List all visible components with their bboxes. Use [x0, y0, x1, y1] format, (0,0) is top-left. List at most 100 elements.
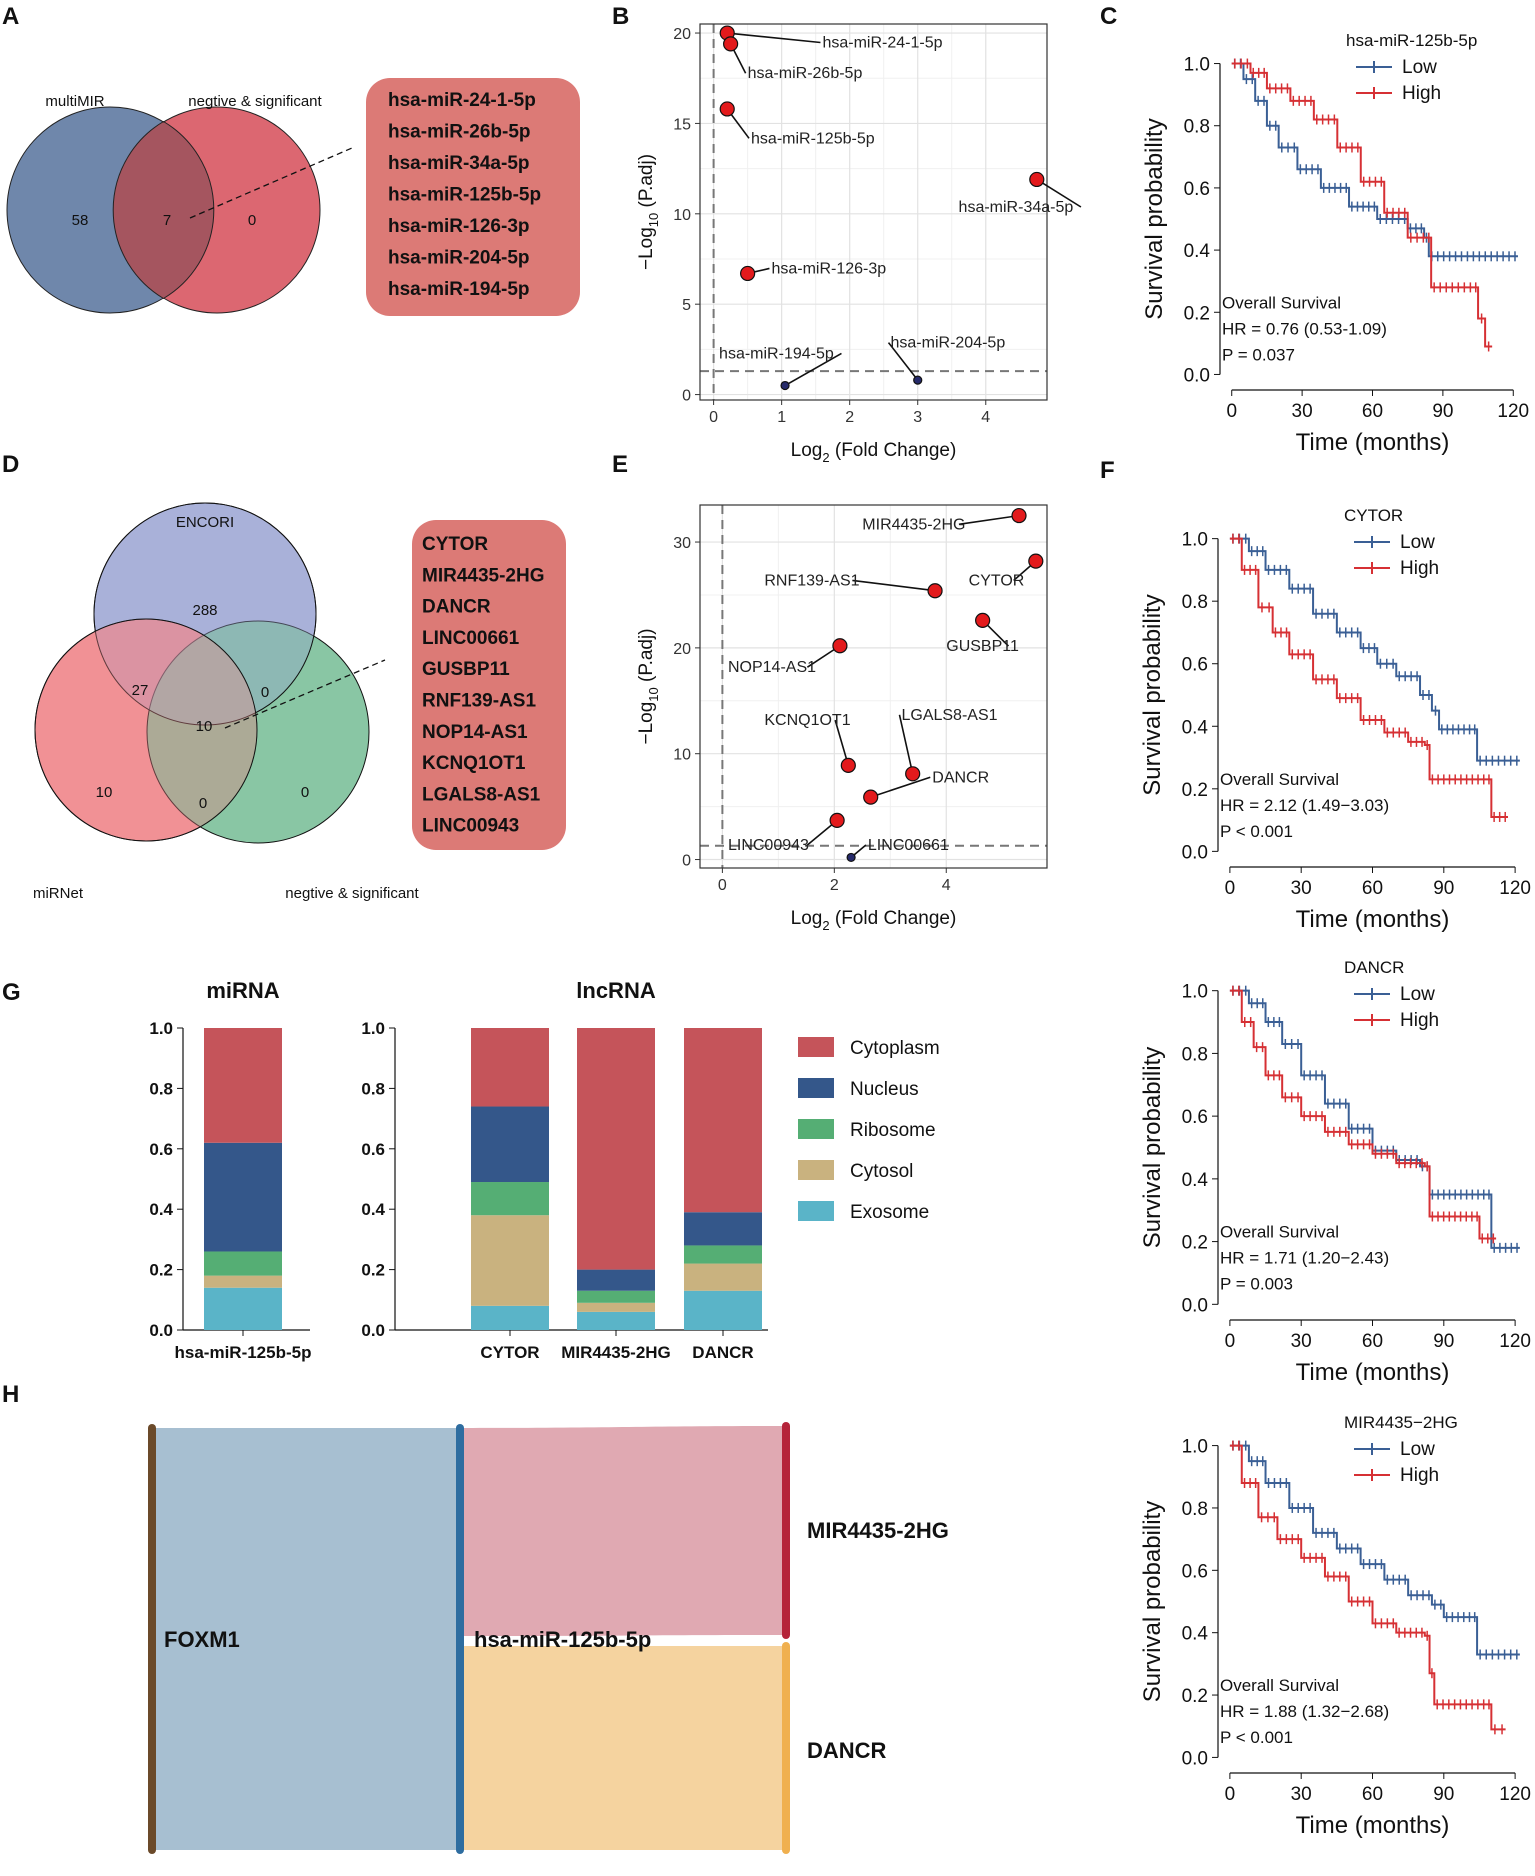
venn-a-overlap-count: 7	[163, 212, 171, 229]
bar-segment-nucleus	[204, 1142, 282, 1252]
point-label: CYTOR	[969, 572, 1025, 589]
legend-title: DANCR	[1344, 958, 1404, 977]
panel-label-g: G	[2, 979, 21, 1006]
tick-label-x: 90	[1433, 878, 1454, 899]
tick-label-x: 3	[913, 409, 922, 426]
bar-tick-label-y: 0.4	[149, 1200, 173, 1219]
gene-d-4: GUSBP11	[422, 659, 510, 680]
km-plot-cytor: 0 30 60 90 120 0.0 0.2 0.4 0.6 0.8 1.0 Time (months…	[1139, 506, 1531, 933]
panel-label-a: A	[2, 3, 19, 30]
point-label: LINC00943	[728, 837, 809, 854]
km-annotation: Overall Survival	[1220, 770, 1339, 789]
venn-a-overlap	[112, 120, 215, 300]
panel-label-e: E	[612, 451, 628, 478]
bar-tick-label-y: 0.2	[361, 1261, 385, 1280]
venn-a-right-label: negtive & significant	[188, 93, 322, 110]
venn-a-left-count: 58	[72, 212, 89, 229]
tick-label-x: 2	[845, 409, 854, 426]
km-curve-high	[1229, 537, 1508, 818]
venn-d: ENCORI miRNet negtive & significant 288 …	[33, 502, 566, 902]
x-axis-title: Log2 (Fold Change)	[791, 908, 957, 933]
bar-legend-swatch	[798, 1037, 834, 1057]
bar-segment-cytosol	[684, 1263, 762, 1291]
label-connector	[870, 776, 931, 798]
bar-title-lncrna: lncRNA	[576, 978, 656, 1003]
tick-label-y: 0.8	[1182, 1044, 1208, 1065]
point-label: hsa-miR-24-1-5p	[822, 35, 942, 52]
tick-label-y: 0.4	[1182, 1624, 1209, 1645]
venn-d-pointer	[224, 659, 386, 729]
label-connector	[887, 342, 919, 381]
tick-label-x: 4	[942, 877, 951, 894]
gene-a-1: hsa-miR-26b-5p	[388, 122, 531, 143]
gene-d-8: LGALS8-AS1	[422, 784, 541, 805]
bar-legend-label: Ribosome	[850, 1120, 936, 1141]
point-label: hsa-miR-204-5p	[891, 335, 1006, 352]
bar-category-label: hsa-miR-125b-5p	[175, 1343, 312, 1362]
venn-d-top-left: 27	[132, 682, 149, 699]
km-annotation: HR = 1.71 (1.20−2.43)	[1220, 1249, 1389, 1268]
bar-segment-exosome	[577, 1311, 655, 1330]
sankey-label-mir125: hsa-miR-125b-5p	[474, 1627, 651, 1652]
venn-d-gene-list: CYTOR MIR4435-2HG DANCR LINC00661 GUSBP11 RNF…	[422, 534, 545, 837]
bar-segment-nucleus	[684, 1212, 762, 1246]
bar-tick-label-y: 0.0	[361, 1321, 385, 1340]
bar-legend-label: Cytoplasm	[850, 1038, 940, 1059]
plot-frame	[699, 504, 1048, 869]
km-curve-high	[1231, 62, 1493, 348]
x-axis-title: Time (months)	[1296, 906, 1450, 933]
point-label: hsa-miR-34a-5p	[959, 199, 1074, 216]
bar-legend-swatch	[798, 1201, 834, 1221]
km-curve-low	[1231, 62, 1518, 258]
gene-a-5: hsa-miR-204-5p	[388, 248, 530, 269]
legend-label: High	[1402, 83, 1441, 104]
volcano-point	[740, 265, 756, 282]
y-axis-title: Survival probability	[1141, 118, 1168, 319]
gene-a-3: hsa-miR-125b-5p	[388, 185, 541, 206]
tick-label-y: 0.8	[1182, 1499, 1208, 1520]
x-axis-title: Time (months)	[1296, 1812, 1450, 1839]
venn-d-right-circle	[146, 620, 370, 844]
volcano-point	[846, 852, 856, 863]
bar-tick-label-y: 0.4	[361, 1200, 385, 1219]
volcano-point	[927, 583, 943, 599]
bar-tick-label-y: 0.6	[149, 1140, 173, 1159]
tick-label-x: 90	[1432, 401, 1453, 422]
gene-d-6: NOP14-AS1	[422, 722, 528, 743]
venn-d-left-only: 10	[96, 784, 113, 801]
tick-label-y: 0.0	[1182, 1295, 1208, 1316]
volcano-point	[832, 638, 848, 654]
tick-label-y: 20	[673, 26, 691, 43]
tick-label-y: 0.6	[1182, 655, 1208, 676]
volcano-point	[840, 757, 856, 773]
panel-label-c: C	[1100, 3, 1117, 30]
tick-label-y: 0.8	[1184, 117, 1210, 138]
bar-title-mirna: miRNA	[206, 978, 279, 1003]
legend-label: Low	[1400, 984, 1435, 1005]
tick-label-y: 0.2	[1182, 1686, 1208, 1707]
tick-label-y: 10	[673, 747, 691, 764]
bar-legend-swatch	[798, 1078, 834, 1098]
bar-tick-label-y: 0.8	[361, 1079, 385, 1098]
tick-label-y: 10	[673, 207, 691, 224]
volcano-point	[975, 612, 991, 628]
sankey-label-dancr: DANCR	[807, 1738, 887, 1763]
km-annotation: HR = 0.76 (0.53-1.09)	[1222, 319, 1387, 338]
volcano-b: 0 1 2 3 4 0 5 10 15 20 hsa-miR-24-1-5p hsa-miR-26b-…	[636, 23, 1082, 465]
km-curve-low	[1229, 1444, 1520, 1656]
venn-a-gene-box	[366, 78, 580, 316]
bar-segment-cytoplasm	[577, 1028, 655, 1270]
bar-segment-ribosome	[471, 1182, 549, 1216]
tick-label-x: 30	[1291, 878, 1312, 899]
gene-d-1: MIR4435-2HG	[422, 565, 545, 586]
volcano-point	[780, 380, 790, 391]
gene-a-2: hsa-miR-34a-5p	[388, 153, 530, 174]
tick-label-y: 0.0	[1182, 1748, 1208, 1769]
tick-label-x: 30	[1292, 401, 1313, 422]
km-annotation: P = 0.003	[1220, 1275, 1293, 1294]
tick-label-x: 0	[718, 877, 727, 894]
km-annotation: HR = 2.12 (1.49−3.03)	[1220, 796, 1389, 815]
tick-label-y: 1.0	[1182, 1437, 1208, 1458]
venn-a-right-count: 0	[248, 212, 256, 229]
